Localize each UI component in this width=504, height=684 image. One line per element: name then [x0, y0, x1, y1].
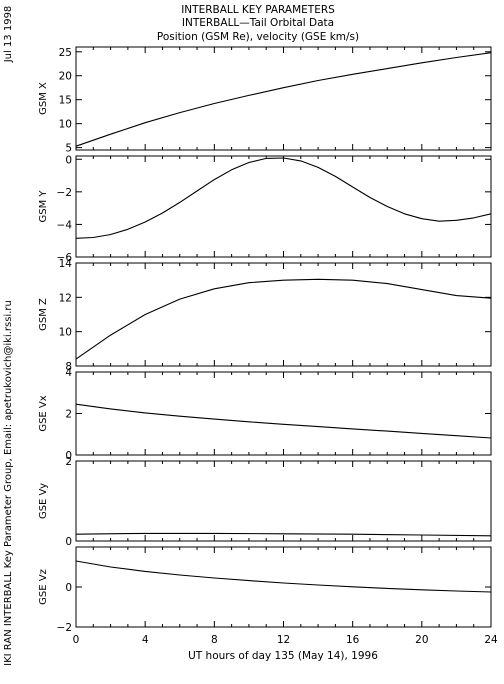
series-line-4	[75, 403, 492, 439]
x-tick-label-1: 4	[142, 634, 149, 646]
x-tick-label-5: 20	[415, 634, 428, 646]
y-tick-label-1-2: 15	[59, 95, 72, 107]
y-tick-label-2-1: −2	[57, 187, 72, 199]
generation-date: Jul 13 1998	[3, 6, 14, 64]
panel-frame-4	[75, 371, 492, 456]
series-line-5	[75, 532, 492, 537]
series-line-3	[75, 278, 492, 360]
y-tick-label-1-1: 10	[59, 119, 72, 131]
figure-title-2: INTERBALL—Tail Orbital Data	[182, 17, 334, 29]
y-axis-label-4: GSE Vx	[38, 395, 49, 431]
panel-frame-5	[75, 460, 492, 542]
y-tick-label-3-2: 12	[59, 292, 72, 304]
figure-title-1: INTERBALL KEY PARAMETERS	[181, 4, 335, 16]
panel-frame-2	[75, 155, 492, 258]
y-axis-label-2: GSM Y	[38, 190, 49, 223]
x-tick-label-0: 0	[73, 634, 80, 646]
y-tick-label-2-2: −4	[57, 219, 73, 231]
x-tick-label-2: 8	[211, 634, 218, 646]
y-tick-label-2-0: 0	[65, 154, 72, 166]
y-axis-label-5: GSE Vy	[38, 483, 49, 519]
x-tick-label-3: 12	[277, 634, 290, 646]
series-line-1	[75, 52, 492, 147]
y-tick-label-4-0: 0	[65, 450, 72, 462]
y-axis-label-1: GSM X	[38, 82, 49, 115]
y-tick-label-1-3: 20	[59, 71, 72, 83]
panel-frame-6	[75, 546, 492, 628]
y-axis-label-6: GSE Vz	[38, 569, 49, 605]
y-tick-label-1-4: 25	[59, 47, 72, 59]
panel-frame-3	[75, 262, 492, 367]
y-tick-label-6-2: −2	[57, 622, 72, 634]
x-tick-label-6: 24	[484, 634, 498, 646]
y-tick-label-4-2: 4	[65, 367, 72, 379]
y-tick-label-1-0: 5	[65, 143, 72, 155]
y-tick-label-2-3: −6	[57, 252, 73, 264]
credit-line: IKI RAN INTERBALL Key Parameter Group, E…	[3, 300, 14, 666]
x-tick-label-4: 16	[346, 634, 360, 646]
series-line-2	[75, 157, 492, 239]
y-tick-label-3-1: 10	[59, 327, 72, 339]
series-line-6	[75, 560, 492, 593]
y-tick-label-5-0: 0	[65, 536, 72, 548]
x-axis-label: UT hours of day 135 (May 14), 1996	[188, 650, 378, 662]
y-tick-label-3-0: 8	[65, 361, 72, 373]
y-tick-label-5-1: 2	[65, 456, 72, 468]
figure-title-3: Position (GSM Re), velocity (GSE km/s)	[157, 31, 359, 43]
panel-frame-1	[75, 46, 492, 151]
y-tick-label-6-1: 0	[65, 582, 72, 594]
y-tick-label-3-3: 14	[59, 258, 73, 270]
y-tick-label-4-1: 2	[65, 409, 72, 421]
y-axis-label-3: GSM Z	[38, 298, 49, 331]
